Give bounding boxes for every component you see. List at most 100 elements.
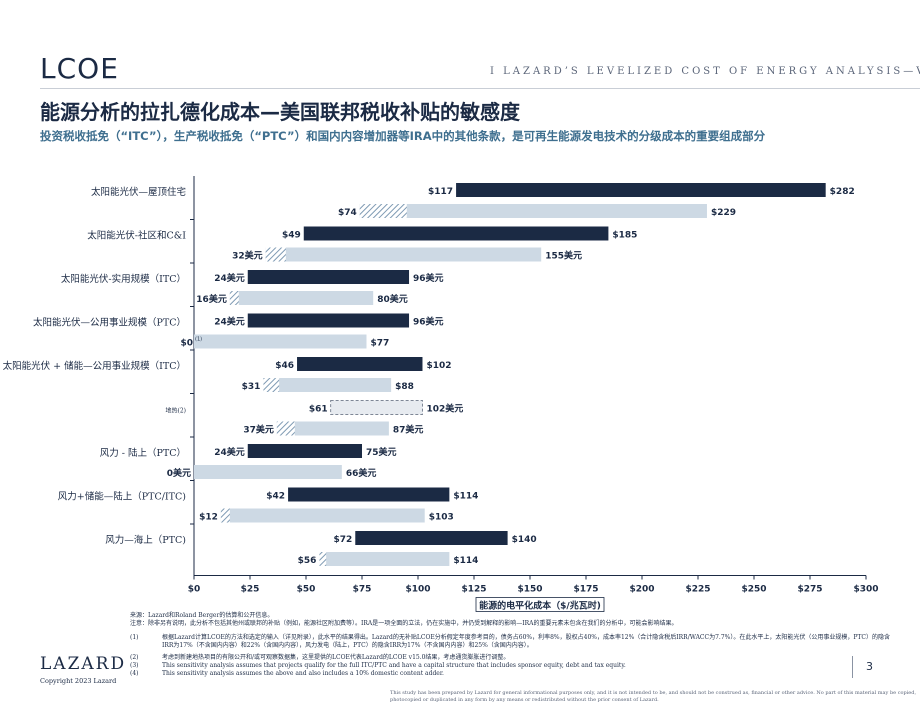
unsubsidized-high-label: $185 [612,231,637,241]
category-label: 太阳能光伏 + 储能—公用事业规模（ITC） [3,360,186,372]
subsidized-low-label: 0美元 [167,467,191,479]
x-tick-label: $175 [573,585,598,595]
unsubsidized-low-label: $61 [309,405,328,415]
category-label: 太阳能光伏—公用事业规模（PTC） [33,316,186,328]
unsubsidized-high-label: $282 [830,187,855,197]
unsubsidized-high-label: 102美元 [426,403,463,415]
unsubsidized-bar [288,487,450,502]
unsubsidized-high-label: 96美元 [413,316,444,328]
subsidized-low-label: 37美元 [243,424,274,436]
domestic-content-hatch [263,378,280,392]
subsidized-low-label: 32美元 [232,250,263,262]
category-label: 风力 - 陆上（PTC） [100,447,186,459]
unsubsidized-low-label: $42 [266,492,285,502]
footnote-text: 根据Lazard计算LCOE的方法和选定的输入（详见附录），此水平的结果得出。L… [162,634,890,649]
category-label: 太阳能光伏-社区和C&I [87,229,186,241]
subsidized-bar [265,247,542,262]
subsidized-bar [319,552,450,566]
x-tick-label: $100 [405,585,430,595]
subsidized-high-label: 87美元 [393,424,424,436]
unsubsidized-low-label: $117 [428,187,453,197]
unsubsidized-high-label: $140 [512,535,537,545]
subsidized-high-label: 66美元 [346,467,377,479]
caution-note: 注意：除非另有说明，此分析不包括其他州或联邦的补贴（例如，能源社区附加费等）。I… [130,620,678,627]
x-tick-label: $25 [241,585,260,595]
subsidized-high-label: $88 [395,382,414,392]
subsidized-low-note: (1) [195,337,202,343]
unsubsidized-low-label: 24美元 [214,272,245,284]
subsidized-low-label: $74 [338,208,357,218]
x-tick-label: $125 [461,585,486,595]
subsidized-high-label: 80美元 [377,293,408,305]
x-tick-label: $150 [517,585,542,595]
footnote-3: (3) This sensitivity analysis assumes tha… [130,662,890,670]
subsidized-bar [220,508,425,523]
page-subtitle: 投资税收抵免（“ITC”），生产税收抵免（“PTC”）和国内内容增加器等IRA中… [40,129,766,143]
footnote-key: (1) [130,634,139,641]
domestic-content-hatch [229,291,239,305]
header-divider [40,88,920,89]
footnote-text: This sensitivity analysis assumes that p… [162,662,626,669]
disclaimer: This study has been prepared by Lazard f… [390,690,917,703]
unsubsidized-bar [330,400,423,415]
lcoe-logo: LCOE [40,52,126,86]
x-tick-label: $225 [685,585,710,595]
subsidized-high-label: $77 [370,339,389,349]
domestic-content-hatch [265,247,286,262]
subsidized-bar [194,465,342,479]
lcoe-sensitivity-chart: 太阳能光伏—屋顶住宅 $117 $282 $74 $229 太阳能光伏-社区和C&I $49… [3,176,879,612]
footnote-key: (3) [130,662,139,669]
copyright: Copyright 2023 Lazard [40,677,117,685]
unsubsidized-high-label: $102 [426,361,451,371]
subsidized-low-label: $31 [242,382,261,392]
subsidized-bar [263,378,392,392]
footnote-text: This sensitivity analysis assumes the ab… [162,670,444,677]
footnote-key: (2) [130,654,139,661]
subsidized-bar [229,291,374,305]
footnote-text: 考虑到新建地热项目的有限公开和/或可观察数据集，这里提供的LCOE代表Lazar… [162,654,510,661]
unsubsidized-low-label: 24美元 [214,446,245,458]
subsidized-high-label: $103 [429,513,454,523]
unsubsidized-high-label: 75美元 [366,446,397,458]
x-tick-label: $0 [188,585,201,595]
unsubsidized-bar [303,226,609,241]
unsubsidized-low-label: $46 [275,361,294,371]
x-tick-label: $200 [629,585,654,595]
subsidized-high-label: $229 [711,208,736,218]
subsidized-low-label: $0 [180,339,193,349]
unsubsidized-high-label: 96美元 [413,272,444,284]
unsubsidized-low-label: $49 [282,231,301,241]
category-label: 太阳能光伏—屋顶住宅 [91,186,186,198]
domestic-content-hatch [319,552,327,566]
subsidized-bar [359,204,707,218]
subsidized-bar [194,334,367,349]
x-tick-label: $250 [741,585,766,595]
unsubsidized-bar [456,183,826,197]
subsidized-bar [276,421,389,436]
category-label: 太阳能光伏-实用规模（ITC） [61,273,186,285]
footnote-2: (2) 考虑到新建地热项目的有限公开和/或可观察数据集，这里提供的LCOE代表La… [130,654,890,662]
lcoe-logo-mark: LCOE [40,52,118,85]
source-note: 来源：Lazard和Roland Berger的估算和公开信息。 [130,612,274,619]
subsidized-low-label: $56 [298,556,317,566]
subsidized-high-label: $114 [453,556,478,566]
unsubsidized-low-label: $72 [333,535,352,545]
footnote-key: (4) [130,670,139,677]
footnotes: 来源：Lazard和Roland Berger的估算和公开信息。 注意：除非另有… [130,612,890,678]
x-axis-label: 能源的电平化成本（$/兆瓦时) [479,600,601,612]
subsidized-low-label: 16美元 [196,293,227,305]
domestic-content-hatch [276,421,295,436]
unsubsidized-bar [247,444,362,458]
x-tick-label: $300 [853,585,878,595]
page-title: 能源分析的拉扎德化成本—美国联邦税收补贴的敏感度 [40,100,520,124]
report-series-title: I LAZARD’S LEVELIZED COST OF ENERGY ANAL… [490,66,920,77]
lazard-wordmark: LAZARD [40,654,127,674]
category-label: 地热(2) [166,406,187,414]
domestic-content-hatch [220,508,230,523]
unsubsidized-bar [355,531,508,545]
category-label: 风力—海上（PTC) [105,534,186,546]
x-axis-label-box [475,597,605,612]
unsubsidized-bar [247,270,410,284]
page-number-divider [852,656,853,678]
unsubsidized-bar [247,313,410,328]
